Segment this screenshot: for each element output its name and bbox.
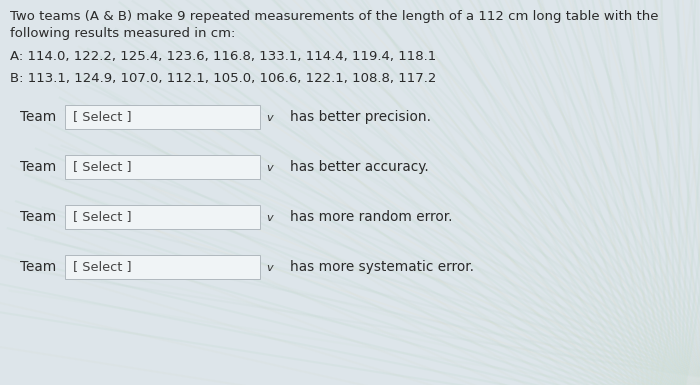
Text: has more systematic error.: has more systematic error. [290, 260, 474, 274]
Text: v: v [267, 213, 273, 223]
FancyBboxPatch shape [65, 205, 260, 229]
Text: Two teams (A & B) make 9 repeated measurements of the length of a 112 cm long ta: Two teams (A & B) make 9 repeated measur… [10, 10, 659, 23]
Text: [ Select ]: [ Select ] [73, 261, 132, 273]
Text: has better precision.: has better precision. [290, 110, 431, 124]
Text: following results measured in cm:: following results measured in cm: [10, 27, 235, 40]
Text: v: v [267, 163, 273, 173]
Text: Team: Team [20, 160, 56, 174]
Text: has more random error.: has more random error. [290, 210, 452, 224]
Text: [ Select ]: [ Select ] [73, 211, 132, 224]
Text: v: v [267, 263, 273, 273]
Text: v: v [267, 113, 273, 123]
FancyBboxPatch shape [65, 105, 260, 129]
Text: has better accuracy.: has better accuracy. [290, 160, 428, 174]
Text: Team: Team [20, 260, 56, 274]
Text: A: 114.0, 122.2, 125.4, 123.6, 116.8, 133.1, 114.4, 119.4, 118.1: A: 114.0, 122.2, 125.4, 123.6, 116.8, 13… [10, 50, 436, 63]
FancyBboxPatch shape [65, 155, 260, 179]
Text: [ Select ]: [ Select ] [73, 161, 132, 174]
Text: Team: Team [20, 110, 56, 124]
Text: [ Select ]: [ Select ] [73, 110, 132, 124]
FancyBboxPatch shape [65, 255, 260, 279]
Text: B: 113.1, 124.9, 107.0, 112.1, 105.0, 106.6, 122.1, 108.8, 117.2: B: 113.1, 124.9, 107.0, 112.1, 105.0, 10… [10, 72, 436, 85]
Text: Team: Team [20, 210, 56, 224]
